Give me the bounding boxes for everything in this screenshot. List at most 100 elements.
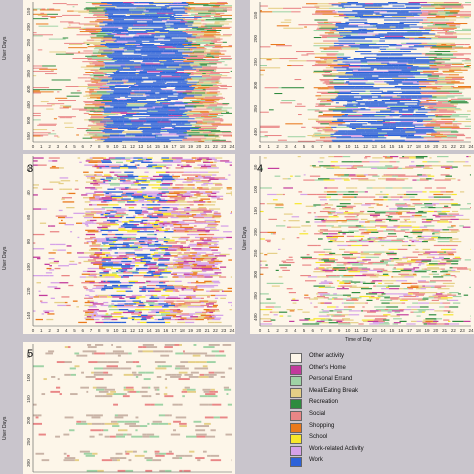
x-tick-label: 0 — [32, 144, 35, 149]
activity-segment — [347, 76, 352, 78]
activity-segment — [187, 201, 194, 203]
x-tick-label: 15 — [155, 144, 161, 149]
activity-segment — [214, 221, 220, 223]
activity-segment — [260, 187, 272, 189]
activity-segment — [91, 121, 95, 123]
activity-segment — [139, 70, 148, 72]
activity-segment — [424, 268, 428, 270]
x-tick-label: 7 — [320, 144, 323, 149]
activity-segment — [146, 204, 158, 206]
activity-segment — [170, 311, 178, 314]
activity-segment — [297, 140, 316, 142]
activity-segment — [325, 221, 338, 223]
activity-segment — [319, 34, 340, 36]
activity-segment — [187, 233, 191, 236]
activity-segment — [376, 27, 383, 29]
activity-segment — [318, 254, 325, 256]
activity-segment — [407, 100, 413, 102]
activity-segment — [434, 136, 441, 138]
activity-segment — [327, 140, 333, 142]
activity-segment — [112, 241, 116, 243]
activity-segment — [161, 79, 164, 81]
y-tick-label: 400 — [253, 128, 258, 136]
activity-segment — [352, 165, 363, 167]
activity-segment — [211, 209, 214, 212]
activity-segment — [378, 237, 383, 239]
activity-segment — [169, 207, 178, 209]
activity-segment — [83, 41, 98, 43]
activity-segment — [143, 160, 150, 162]
activity-segment — [187, 73, 191, 75]
activity-segment — [303, 230, 306, 232]
activity-segment — [386, 210, 399, 213]
activity-segment — [154, 306, 163, 308]
activity-segment — [173, 231, 185, 233]
activity-segment — [96, 16, 108, 17]
activity-segment — [86, 129, 92, 131]
activity-segment — [176, 229, 188, 231]
activity-segment — [122, 199, 129, 202]
activity-segment — [70, 92, 82, 94]
activity-segment — [403, 261, 415, 264]
activity-segment — [212, 182, 215, 185]
activity-segment — [312, 13, 323, 15]
activity-segment — [398, 258, 408, 260]
activity-segment — [214, 188, 221, 190]
activity-segment — [220, 266, 227, 268]
activity-segment — [205, 89, 218, 91]
activity-segment — [316, 193, 327, 196]
activity-segment — [120, 284, 130, 287]
activity-segment — [462, 226, 471, 228]
activity-segment — [136, 267, 139, 270]
activity-segment — [167, 19, 170, 21]
activity-segment — [320, 11, 333, 13]
activity-segment — [191, 84, 202, 86]
activity-segment — [100, 44, 109, 45]
activity-segment — [208, 273, 218, 275]
activity-segment — [264, 135, 282, 137]
activity-segment — [88, 306, 97, 308]
activity-segment — [348, 30, 362, 32]
activity-segment — [441, 220, 448, 222]
x-tick-label: 21 — [205, 328, 211, 333]
activity-segment — [158, 125, 176, 127]
activity-segment — [113, 92, 126, 94]
activity-segment — [122, 125, 137, 127]
x-tick-label: 11 — [354, 144, 359, 149]
activity-segment — [79, 31, 101, 33]
activity-segment — [421, 97, 429, 99]
activity-segment — [190, 266, 198, 268]
activity-segment — [149, 115, 169, 117]
activity-segment — [140, 62, 153, 64]
activity-segment — [212, 304, 218, 307]
activity-segment — [317, 27, 320, 29]
activity-segment — [138, 96, 149, 98]
activity-segment — [94, 318, 100, 321]
activity-segment — [361, 96, 372, 98]
activity-segment — [106, 239, 109, 241]
activity-segment — [414, 204, 426, 206]
activity-segment — [131, 228, 143, 230]
activity-segment — [339, 32, 361, 34]
activity-segment — [345, 225, 356, 227]
activity-segment — [49, 8, 55, 10]
activity-segment — [342, 58, 348, 60]
activity-segment — [85, 55, 98, 57]
activity-segment — [161, 272, 171, 274]
activity-segment — [350, 121, 357, 123]
activity-segment — [441, 26, 460, 28]
activity-segment — [63, 27, 84, 29]
activity-segment — [48, 258, 55, 260]
activity-segment — [359, 118, 371, 120]
activity-segment — [345, 178, 349, 180]
activity-segment — [409, 196, 415, 198]
activity-segment — [87, 270, 96, 273]
activity-segment — [422, 241, 428, 243]
activity-segment — [214, 56, 220, 58]
activity-segment — [115, 114, 119, 115]
activity-segment — [195, 282, 206, 284]
activity-segment — [231, 211, 232, 213]
activity-segment — [190, 191, 200, 193]
activity-segment — [147, 167, 156, 169]
activity-segment — [363, 26, 371, 28]
